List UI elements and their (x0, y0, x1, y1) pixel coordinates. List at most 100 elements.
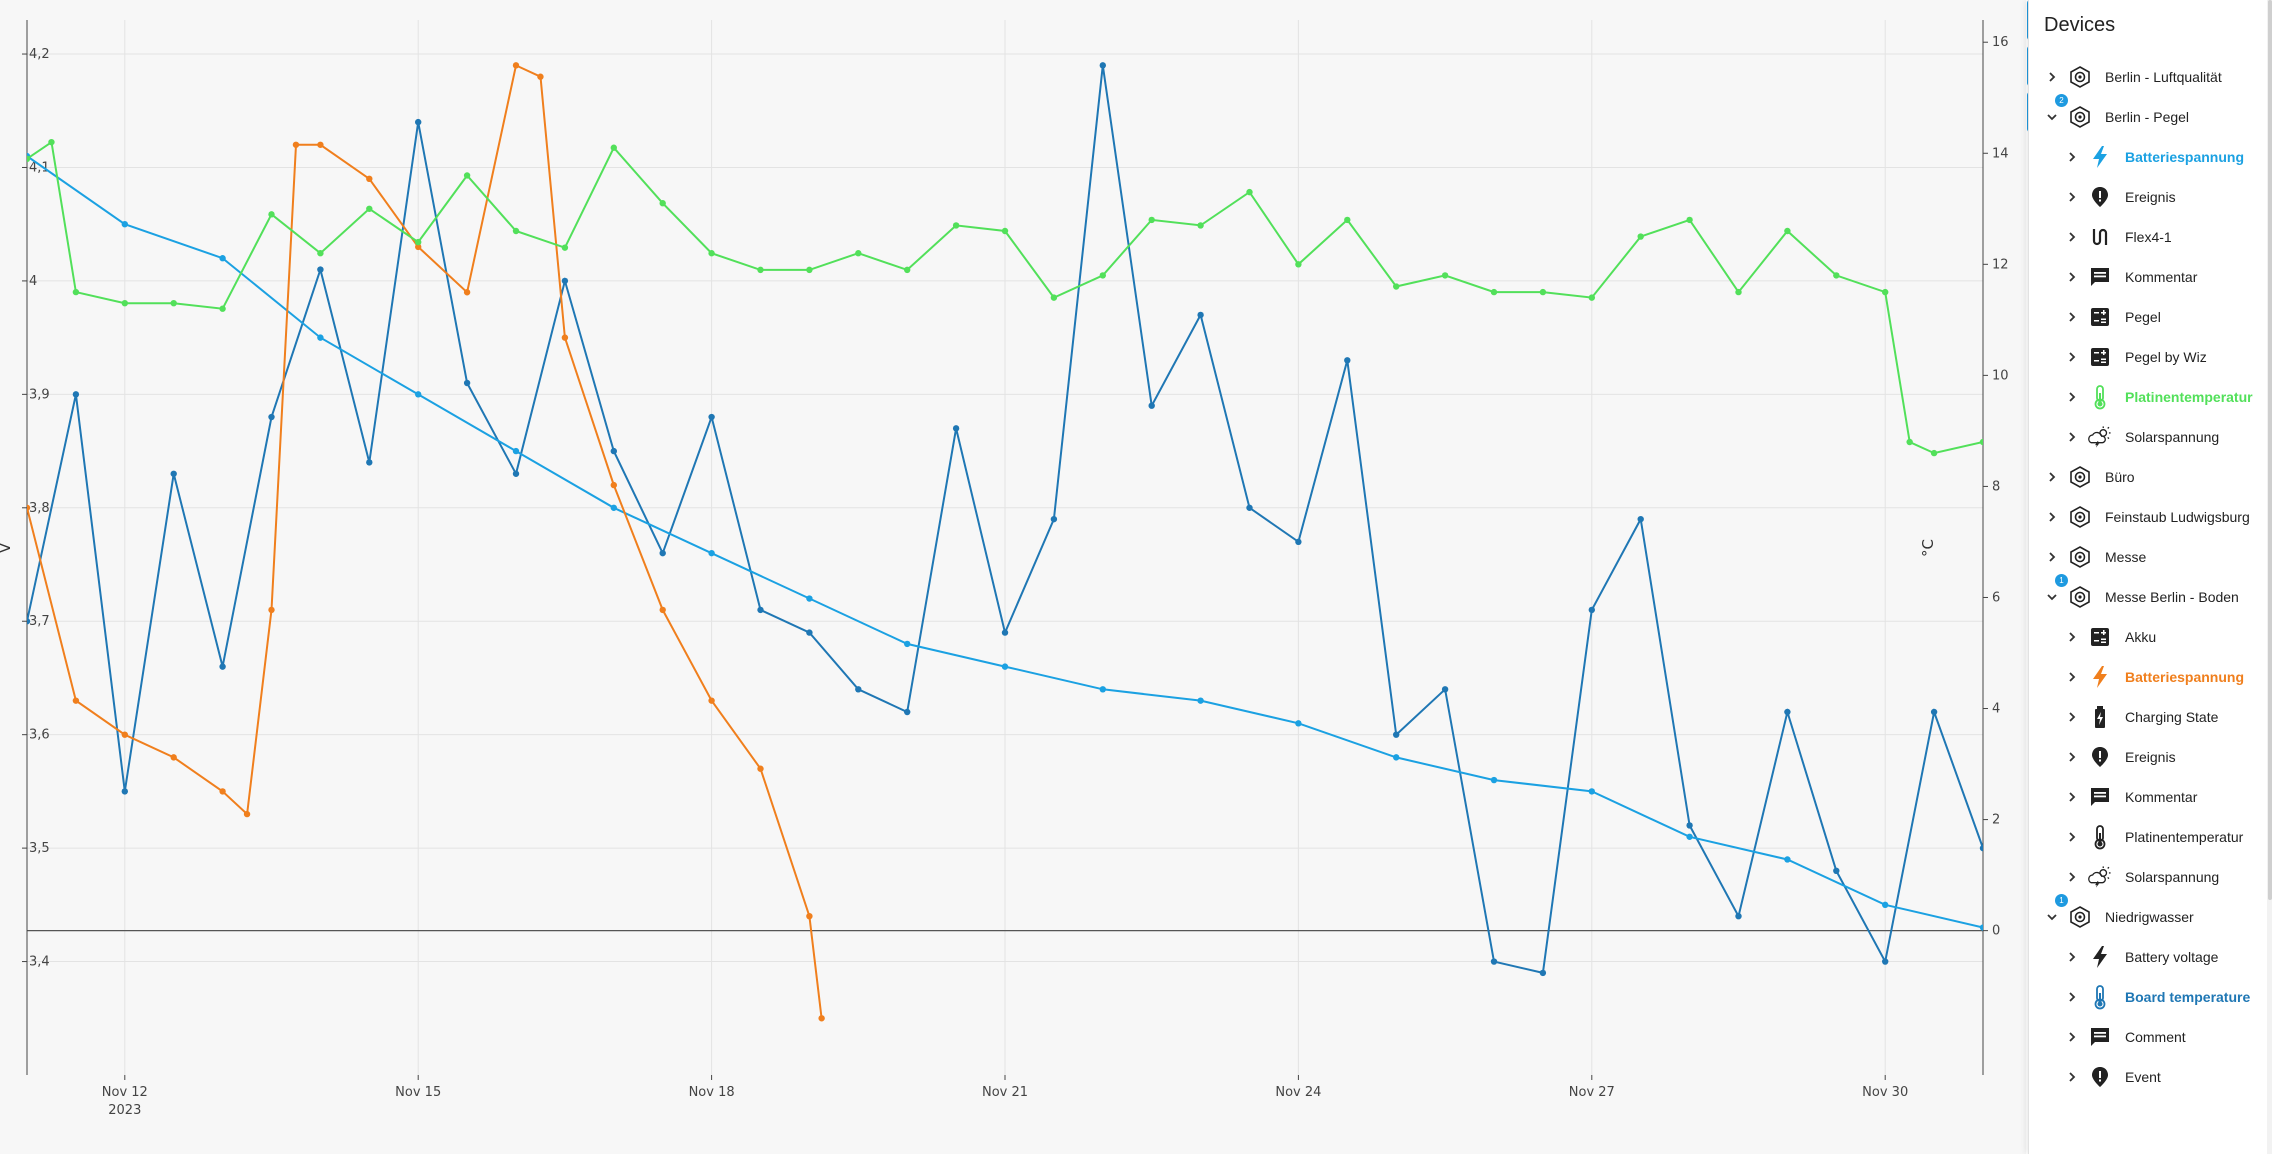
sensor-item[interactable]: Event (2065, 1062, 2161, 1092)
series-point-0[interactable] (1197, 311, 1204, 319)
series-point-1[interactable] (512, 447, 520, 455)
series-point-3[interactable] (366, 205, 373, 212)
chevron-down-icon[interactable] (2045, 910, 2059, 924)
series-point-1[interactable] (708, 549, 715, 557)
series-point-3[interactable] (219, 305, 226, 312)
series-point-2[interactable] (806, 912, 813, 920)
series-point-0[interactable] (170, 470, 177, 477)
series-point-0[interactable] (1979, 844, 1986, 852)
series-point-0[interactable] (1099, 62, 1107, 69)
sensor-item[interactable]: Kommentar (2065, 782, 2197, 812)
series-point-2[interactable] (243, 810, 251, 818)
series-point-0[interactable] (1050, 515, 1058, 523)
series-point-2[interactable] (366, 175, 373, 183)
chevron-right-icon[interactable] (2065, 1070, 2079, 1084)
chevron-down-icon[interactable] (2045, 110, 2059, 124)
device-item[interactable]: Feinstaub Ludwigsburg (2045, 502, 2250, 532)
chevron-right-icon[interactable] (2065, 150, 2079, 164)
series-point-3[interactable] (1784, 227, 1791, 235)
device-item[interactable]: 1 Messe Berlin - Boden (2045, 574, 2239, 612)
series-point-1[interactable] (1099, 686, 1107, 693)
chart-area[interactable]: 4,2 4,1 4 3,9 3,8 3,7 3,6 3,5 3,4 16 14 12 10 8 6 4 2 0 No… (0, 0, 2026, 1154)
series-point-3[interactable] (463, 172, 471, 179)
series-point-0[interactable] (121, 788, 128, 795)
chevron-right-icon[interactable] (2065, 990, 2079, 1004)
series-point-0[interactable] (512, 470, 520, 477)
series-point-3[interactable] (1539, 288, 1547, 296)
series-point-0[interactable] (24, 618, 31, 625)
series-point-1[interactable] (1979, 924, 1986, 931)
series-point-2[interactable] (463, 289, 471, 296)
panel-scrollbar[interactable] (2267, 0, 2272, 1154)
sensor-item[interactable]: Batteriespannung (2065, 142, 2244, 172)
sensor-item[interactable]: Ereignis (2065, 182, 2176, 212)
chevron-right-icon[interactable] (2045, 550, 2059, 564)
chevron-right-icon[interactable] (2065, 350, 2079, 364)
series-point-0[interactable] (1784, 708, 1791, 716)
series-point-0[interactable] (708, 413, 715, 421)
series-point-1[interactable] (1295, 720, 1302, 727)
sensor-item[interactable]: Kommentar (2065, 262, 2197, 292)
series-point-3[interactable] (610, 144, 617, 151)
series-point-3[interactable] (1833, 272, 1840, 279)
series-point-3[interactable] (415, 238, 422, 246)
series-point-0[interactable] (317, 266, 324, 273)
series-point-3[interactable] (757, 266, 764, 274)
series-point-2[interactable] (512, 62, 520, 69)
series-point-3[interactable] (1882, 288, 1889, 296)
series-point-1[interactable] (610, 504, 617, 511)
series-point-2[interactable] (708, 697, 715, 704)
series-point-1[interactable] (1490, 776, 1498, 784)
series-point-1[interactable] (415, 391, 422, 398)
series-point-2[interactable] (757, 765, 764, 772)
series-point-3[interactable] (904, 266, 911, 274)
chevron-down-icon[interactable] (2045, 590, 2059, 604)
series-point-3[interactable] (268, 211, 275, 218)
series-point-0[interactable] (1246, 504, 1253, 511)
series-point-3[interactable] (952, 222, 960, 229)
series-point-2[interactable] (219, 788, 226, 795)
series-point-0[interactable] (1686, 822, 1693, 829)
series-point-0[interactable] (952, 425, 960, 432)
series-point-3[interactable] (170, 299, 177, 307)
series-point-2[interactable] (268, 606, 275, 614)
chevron-right-icon[interactable] (2065, 230, 2079, 244)
series-point-3[interactable] (1050, 294, 1058, 301)
series-point-0[interactable] (1637, 515, 1644, 523)
chevron-right-icon[interactable] (2065, 270, 2079, 284)
series-point-0[interactable] (1588, 606, 1596, 614)
series-point-3[interactable] (48, 138, 55, 146)
series-point-1[interactable] (1882, 901, 1889, 909)
series-point-0[interactable] (1539, 969, 1547, 977)
series-point-0[interactable] (659, 549, 666, 557)
series-point-3[interactable] (24, 155, 31, 163)
series-point-2[interactable] (415, 243, 422, 251)
device-item[interactable]: 2 Berlin - Pegel (2045, 94, 2189, 132)
series-point-2[interactable] (818, 1015, 825, 1022)
device-item[interactable]: 1 Niedrigwasser (2045, 894, 2194, 932)
chevron-right-icon[interactable] (2065, 390, 2079, 404)
sensor-item[interactable]: Comment (2065, 1022, 2186, 1052)
series-point-0[interactable] (561, 277, 569, 285)
series-point-3[interactable] (1686, 216, 1693, 224)
series-point-0[interactable] (1930, 708, 1938, 716)
series-point-3[interactable] (1979, 438, 1986, 446)
chevron-right-icon[interactable] (2065, 670, 2079, 684)
series-point-3[interactable] (659, 200, 666, 207)
series-point-1[interactable] (121, 220, 128, 228)
series-point-3[interactable] (1393, 283, 1400, 290)
series-point-0[interactable] (1735, 912, 1742, 920)
sensor-item[interactable]: Platinentemperatur (2065, 822, 2243, 852)
time-series-chart[interactable]: 4,2 4,1 4 3,9 3,8 3,7 3,6 3,5 3,4 16 14 12 10 8 6 4 2 0 No… (0, 0, 2026, 1154)
series-point-0[interactable] (219, 663, 226, 670)
series-point-2[interactable] (561, 334, 569, 341)
series-point-0[interactable] (1833, 867, 1840, 875)
device-item[interactable]: Berlin - Luftqualität (2045, 62, 2222, 92)
series-point-3[interactable] (1637, 233, 1644, 240)
series-point-1[interactable] (806, 595, 813, 602)
series-point-3[interactable] (72, 288, 80, 296)
series-point-3[interactable] (708, 250, 715, 257)
series-point-3[interactable] (1099, 272, 1107, 279)
series-point-2[interactable] (659, 606, 666, 614)
chevron-right-icon[interactable] (2065, 710, 2079, 724)
